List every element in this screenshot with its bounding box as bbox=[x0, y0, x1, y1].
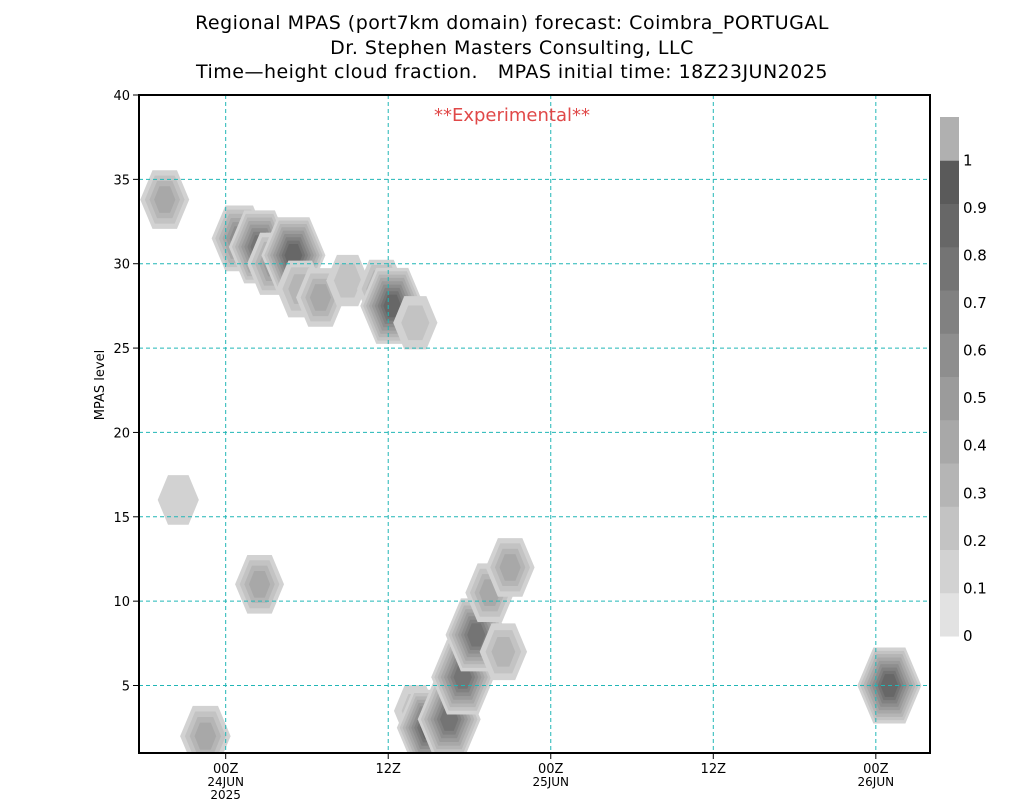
cloud-contour bbox=[499, 554, 521, 581]
colorbar-tick-label: 0.3 bbox=[963, 484, 987, 502]
y-tick-label: 5 bbox=[122, 680, 130, 695]
colorbar-segment bbox=[940, 333, 959, 377]
cloud-fraction-field bbox=[140, 170, 922, 753]
colorbar-segment bbox=[940, 203, 959, 248]
colorbar-segment bbox=[940, 419, 959, 464]
cloud-contour bbox=[248, 570, 271, 598]
cloud-cell bbox=[235, 554, 285, 614]
cloud-contour bbox=[309, 284, 332, 311]
colorbar-tick-label: 0.5 bbox=[963, 389, 987, 407]
colorbar-segment bbox=[940, 160, 959, 204]
experimental-annotation: **Experimental** bbox=[434, 105, 590, 126]
cloud-contour bbox=[401, 305, 430, 341]
plot-frame bbox=[138, 94, 931, 754]
cloud-cell bbox=[485, 538, 535, 597]
colorbar-tick-label: 1 bbox=[963, 151, 973, 169]
cloud-contour bbox=[333, 263, 362, 298]
colorbar-segment bbox=[940, 549, 959, 594]
x-axis: 00Z24JUN202512Z00Z25JUN12Z00Z26JUN12Z bbox=[207, 753, 895, 800]
colorbar-segment bbox=[940, 463, 959, 507]
x-tick-label: 24JUN bbox=[207, 775, 244, 789]
x-tick-label: 00Z bbox=[863, 762, 889, 777]
colorbar-segment bbox=[940, 290, 959, 334]
y-tick-label: 40 bbox=[113, 89, 130, 104]
colorbar-tick-label: 0.8 bbox=[963, 246, 987, 264]
colorbar-tick-label: 0.4 bbox=[963, 437, 987, 455]
cloud-contour bbox=[157, 475, 199, 525]
grid-lines bbox=[139, 95, 930, 753]
x-tick-label: 25JUN bbox=[532, 775, 569, 789]
y-tick-label: 35 bbox=[113, 173, 130, 188]
y-axis-label: MPAS level bbox=[93, 350, 108, 420]
cloud-cell bbox=[393, 296, 438, 350]
colorbar-tick-label: 0.9 bbox=[963, 199, 987, 217]
cloud-contour bbox=[154, 186, 176, 213]
cloud-cell bbox=[180, 705, 231, 753]
y-tick-label: 15 bbox=[113, 511, 130, 526]
colorbar-segment bbox=[940, 592, 959, 637]
y-tick-label: 10 bbox=[113, 595, 130, 610]
y-tick-label: 25 bbox=[113, 342, 130, 357]
y-tick-label: 20 bbox=[113, 426, 130, 441]
chart-title-line-1: Regional MPAS (port7km domain) forecast:… bbox=[195, 12, 829, 34]
colorbar-segment bbox=[940, 506, 959, 550]
x-tick-label: 26JUN bbox=[858, 775, 895, 789]
colorbar-tick-label: 0.1 bbox=[963, 579, 987, 597]
cloud-contour bbox=[491, 636, 516, 667]
cloud-contour bbox=[467, 623, 486, 647]
cloud-contour bbox=[194, 722, 217, 750]
y-axis: 5 10 15 20 25 30 35 40 bbox=[113, 89, 139, 695]
colorbar: 0 0.1 0.2 0.3 0.4 0.5 0.6 0.7 0.8 0.9 1 bbox=[940, 117, 987, 645]
cloud-cell bbox=[479, 623, 528, 681]
x-tick-label: 12Z bbox=[701, 762, 727, 777]
cloud-cell bbox=[326, 254, 369, 307]
colorbar-tick-label: 0.7 bbox=[963, 294, 987, 312]
y-tick-label: 30 bbox=[113, 258, 130, 273]
colorbar-tick-label: 0.6 bbox=[963, 342, 987, 360]
chart-title-line-3: Time—height cloud fraction. MPAS initial… bbox=[195, 61, 829, 83]
x-tick-label: 00Z bbox=[213, 762, 239, 777]
colorbar-segment bbox=[940, 376, 959, 421]
colorbar-tick-label: 0 bbox=[963, 627, 973, 645]
colorbar-segment bbox=[940, 117, 959, 161]
x-tick-label: 12Z bbox=[375, 762, 401, 777]
x-tick-label: 00Z bbox=[538, 762, 564, 777]
colorbar-tick-label: 0.2 bbox=[963, 532, 987, 550]
x-tick-label: 2025 bbox=[210, 788, 241, 800]
colorbar-segment bbox=[940, 246, 959, 291]
cloud-cell bbox=[140, 170, 190, 229]
cloud-cell bbox=[157, 475, 199, 525]
chart-title-line-2: Dr. Stephen Masters Consulting, LLC bbox=[330, 37, 694, 59]
